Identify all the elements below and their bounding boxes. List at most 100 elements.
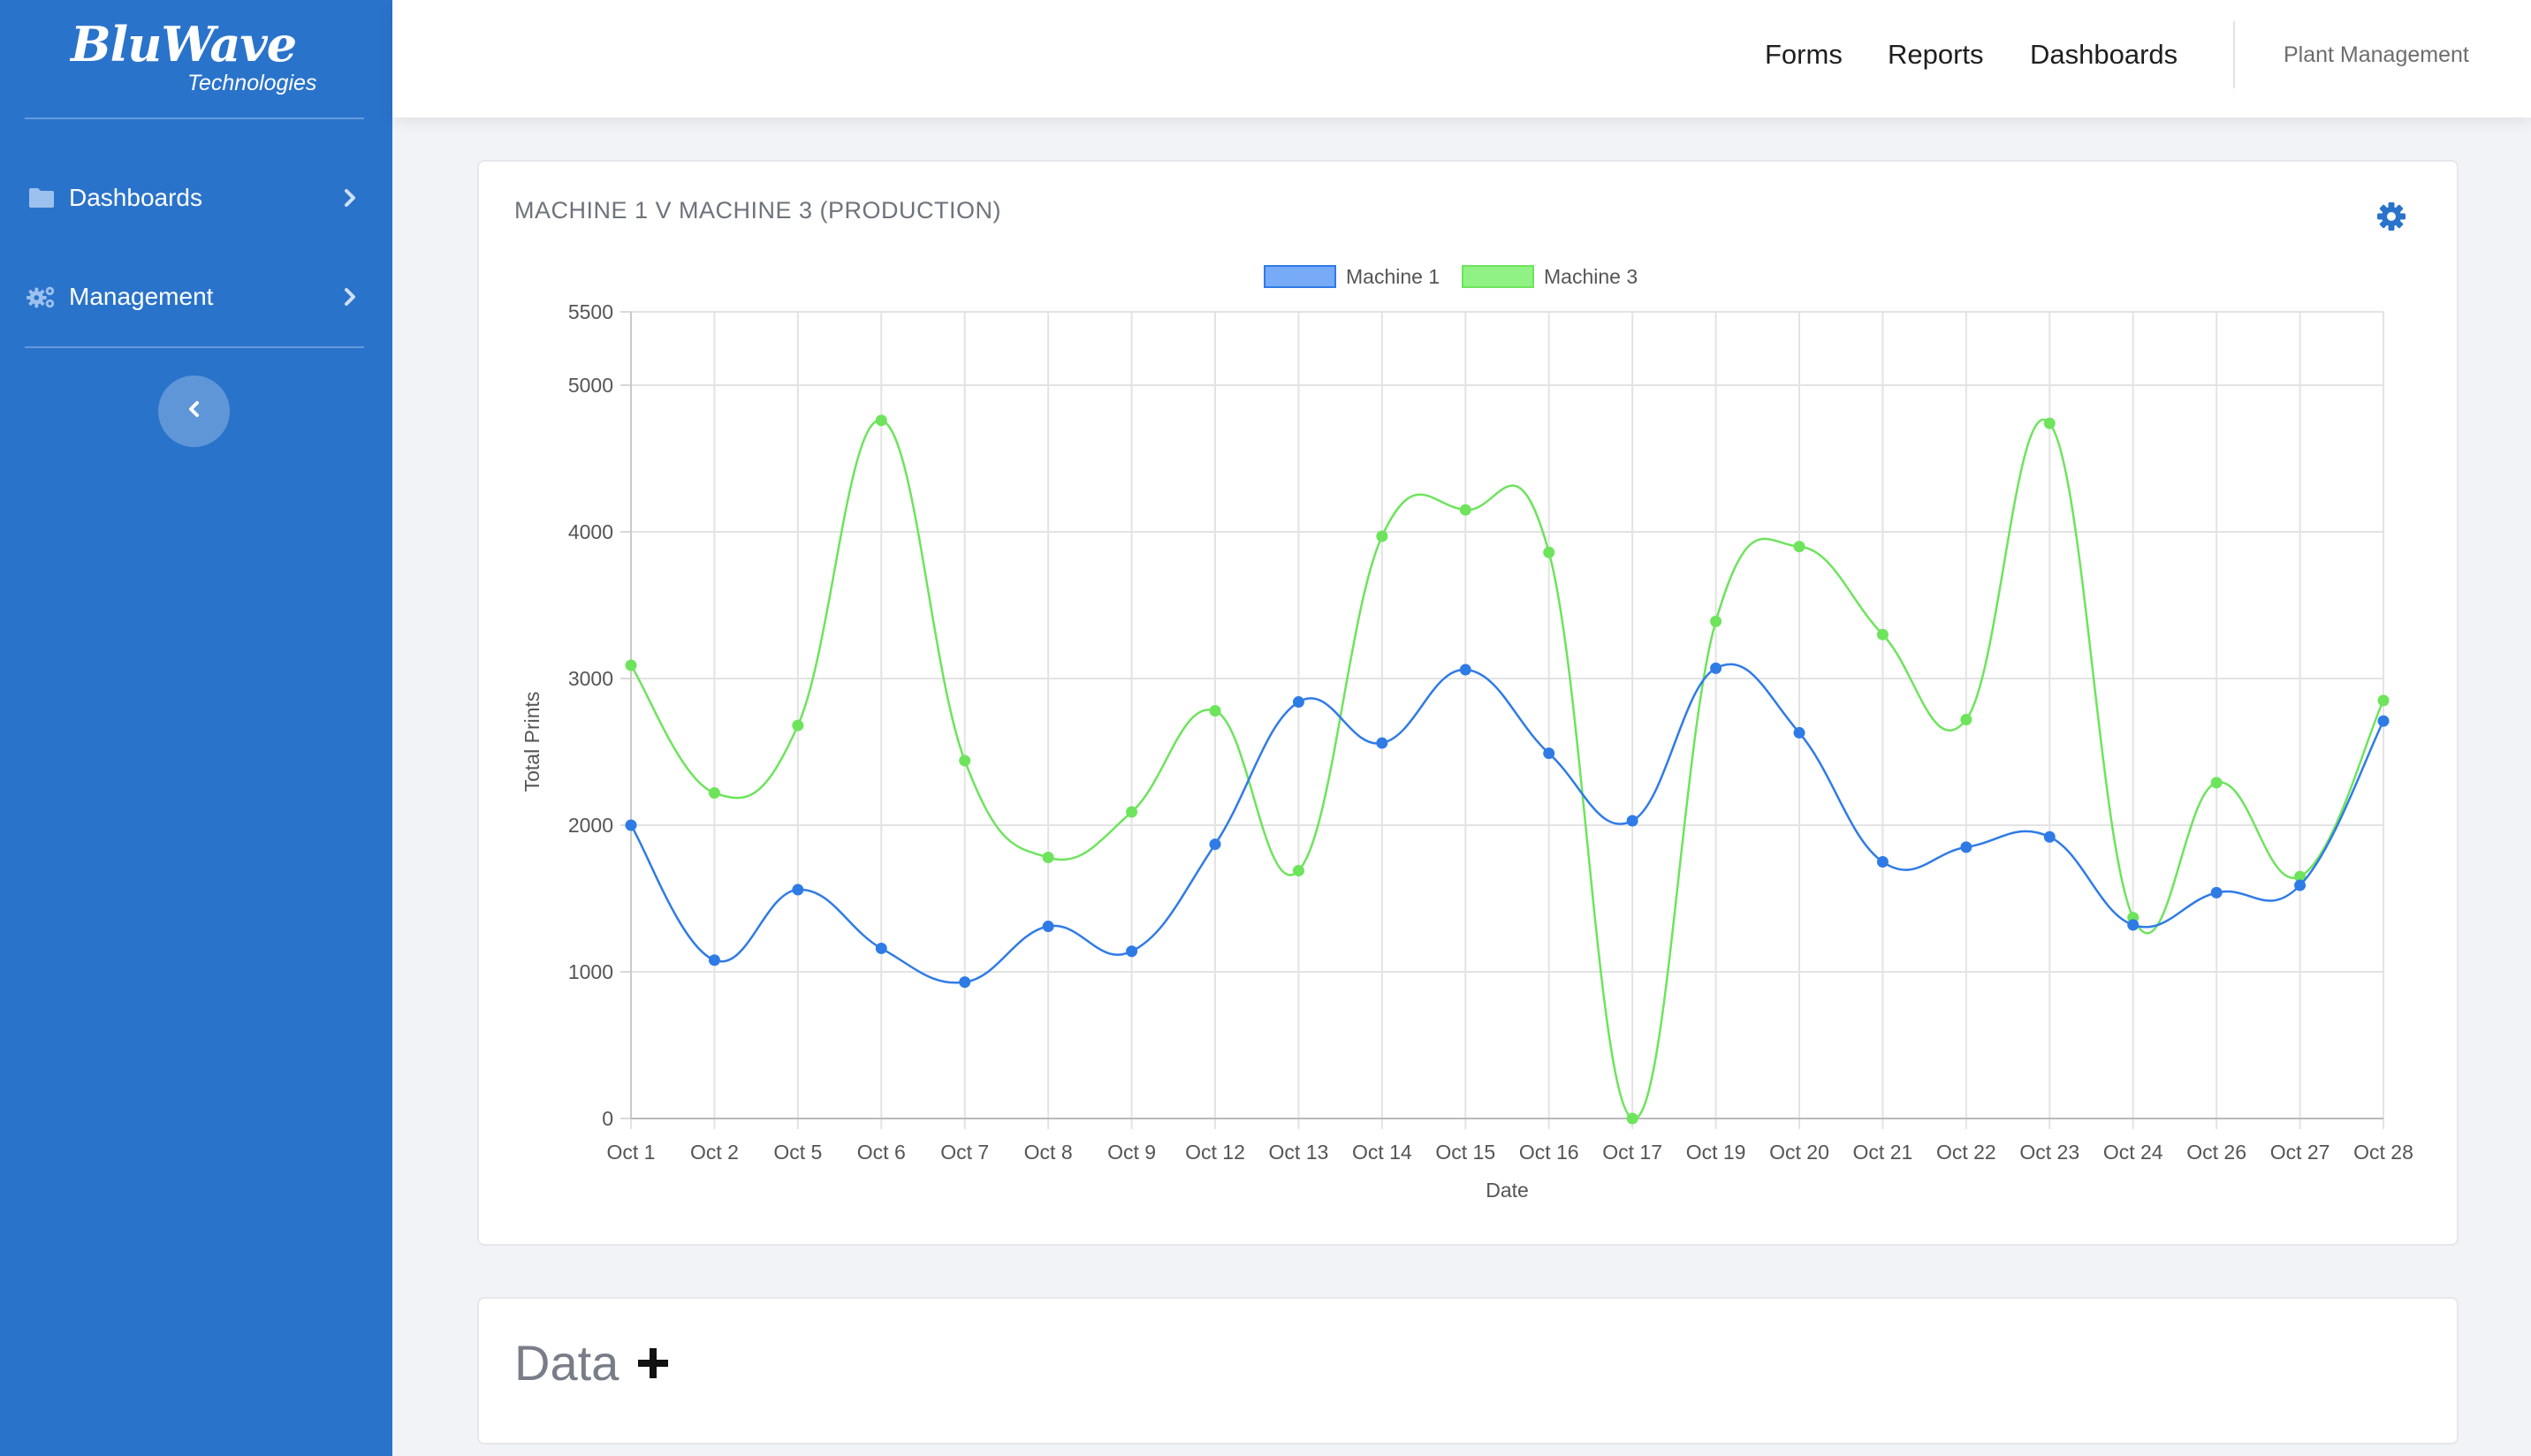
data-point bbox=[2043, 830, 2056, 843]
data-point bbox=[1710, 662, 1722, 674]
data-card: Data bbox=[477, 1297, 2459, 1445]
data-point bbox=[1793, 726, 1805, 739]
data-point bbox=[1042, 852, 1054, 864]
chevron-left-icon bbox=[185, 399, 204, 423]
data-point bbox=[959, 976, 971, 989]
data-point bbox=[1459, 664, 1471, 676]
x-tick-label: Oct 6 bbox=[857, 1141, 906, 1164]
data-point bbox=[2127, 919, 2140, 931]
gears-icon bbox=[27, 282, 57, 312]
x-tick-label: Oct 5 bbox=[773, 1141, 822, 1164]
series-line-machine-1 bbox=[629, 663, 2385, 984]
line-chart[interactable]: 0 1000 2000 3000 4000 5000 5500 Oct 1 Oct 2 Oct 5… bbox=[479, 162, 2453, 1240]
legend-swatch bbox=[1264, 265, 1336, 288]
x-tick-label: Oct 15 bbox=[1435, 1141, 1495, 1164]
sidebar-divider bbox=[25, 118, 364, 119]
data-point bbox=[1543, 747, 1555, 760]
data-point bbox=[1876, 628, 1889, 641]
data-point bbox=[708, 786, 720, 799]
data-point bbox=[1960, 713, 1972, 725]
data-point bbox=[959, 755, 971, 767]
x-tick-label: Oct 1 bbox=[607, 1141, 656, 1164]
data-point bbox=[625, 659, 637, 671]
logo-sub-text: Technologies bbox=[187, 71, 317, 95]
nav-link-plant-management[interactable]: Plant Management bbox=[2284, 42, 2469, 67]
top-navbar bbox=[392, 0, 2531, 118]
data-point bbox=[1209, 838, 1221, 851]
x-tick-label: Oct 16 bbox=[1519, 1141, 1579, 1164]
x-tick-label: Oct 19 bbox=[1686, 1141, 1746, 1164]
folder-icon bbox=[27, 183, 57, 213]
data-point bbox=[1376, 737, 1388, 749]
data-point bbox=[875, 942, 887, 954]
y-tick-label: 1000 bbox=[568, 960, 613, 983]
company-logo[interactable]: BluWave Technologies bbox=[71, 12, 336, 110]
x-tick-label: Oct 22 bbox=[1936, 1141, 1996, 1164]
x-tick-label: Oct 13 bbox=[1269, 1141, 1329, 1164]
x-axis-label: Date bbox=[1486, 1179, 1529, 1202]
chart-card: MACHINE 1 V MACHINE 3 (PRODUCTION) 0 1000… bbox=[477, 160, 2459, 1246]
logo-main-text: BluWave bbox=[71, 16, 297, 72]
legend-label: Machine 1 bbox=[1346, 265, 1440, 288]
x-tick-label: Oct 14 bbox=[1352, 1141, 1412, 1164]
data-point bbox=[2294, 870, 2307, 883]
y-tick-label: 4000 bbox=[568, 520, 613, 543]
chart-title: MACHINE 1 V MACHINE 3 (PRODUCTION) bbox=[514, 197, 1002, 224]
y-axis-label: Total Prints bbox=[521, 692, 543, 792]
x-tick-label: Oct 7 bbox=[940, 1141, 989, 1164]
data-point bbox=[1543, 546, 1555, 558]
x-tick-label: Oct 26 bbox=[2186, 1141, 2246, 1164]
data-point bbox=[1209, 705, 1221, 717]
x-tick-label: Oct 28 bbox=[2353, 1141, 2413, 1164]
data-point bbox=[1960, 841, 1972, 853]
data-point bbox=[1710, 615, 1722, 627]
data-point bbox=[2210, 777, 2223, 789]
data-point bbox=[1126, 806, 1138, 818]
data-point bbox=[792, 719, 804, 732]
data-point bbox=[1626, 815, 1638, 827]
plus-icon[interactable] bbox=[635, 1345, 672, 1382]
legend-label: Machine 3 bbox=[1544, 265, 1638, 288]
x-tick-label: Oct 24 bbox=[2103, 1141, 2163, 1164]
data-point bbox=[1459, 504, 1471, 516]
x-tick-label: Oct 20 bbox=[1769, 1141, 1829, 1164]
y-tick-label: 0 bbox=[602, 1107, 613, 1130]
data-point bbox=[1626, 1112, 1638, 1125]
data-point bbox=[2377, 694, 2390, 707]
chevron-right-icon bbox=[339, 187, 361, 209]
sidebar-item-management[interactable]: Management bbox=[0, 266, 392, 328]
data-point bbox=[2377, 715, 2390, 727]
nav-link-reports[interactable]: Reports bbox=[1888, 39, 1984, 70]
y-tick-label: 5500 bbox=[568, 300, 613, 323]
x-tick-label: Oct 23 bbox=[2019, 1141, 2079, 1164]
nav-link-forms[interactable]: Forms bbox=[1765, 39, 1843, 70]
x-tick-label: Oct 17 bbox=[1602, 1141, 1662, 1164]
y-tick-label: 5000 bbox=[568, 374, 613, 397]
x-tick-label: Oct 2 bbox=[690, 1141, 739, 1164]
sidebar-item-label: Management bbox=[69, 283, 214, 310]
sidebar-collapse-button[interactable] bbox=[158, 375, 230, 447]
sidebar-item-label: Dashboards bbox=[69, 184, 202, 211]
sidebar: BluWave Technologies Dashboards bbox=[0, 0, 392, 1456]
series-line-machine-3 bbox=[629, 419, 2385, 1120]
gear-icon[interactable] bbox=[2375, 201, 2407, 232]
data-point bbox=[1042, 921, 1054, 933]
chevron-right-icon bbox=[339, 286, 361, 307]
data-point bbox=[1126, 945, 1138, 958]
y-tick-label: 3000 bbox=[568, 667, 613, 690]
x-tick-label: Oct 8 bbox=[1024, 1141, 1073, 1164]
data-point bbox=[1292, 696, 1304, 709]
nav-divider bbox=[2233, 21, 2235, 88]
sidebar-item-dashboards[interactable]: Dashboards bbox=[0, 167, 392, 229]
data-point bbox=[1376, 530, 1388, 542]
x-tick-label: Oct 12 bbox=[1185, 1141, 1245, 1164]
data-point bbox=[2210, 886, 2223, 899]
data-point bbox=[792, 883, 804, 896]
x-tick-label: Oct 9 bbox=[1107, 1141, 1156, 1164]
data-point bbox=[708, 954, 720, 967]
data-point bbox=[625, 819, 637, 831]
sidebar-divider bbox=[25, 346, 364, 348]
data-point bbox=[875, 414, 887, 427]
data-point bbox=[1292, 864, 1304, 876]
nav-link-dashboards[interactable]: Dashboards bbox=[2030, 39, 2178, 70]
